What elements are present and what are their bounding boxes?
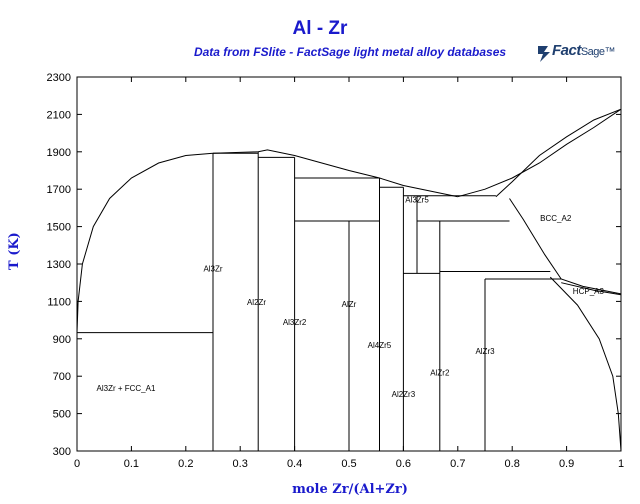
x-axis-label: mole Zr/(Al+Zr) — [292, 482, 408, 497]
y-tick-label: 500 — [53, 409, 71, 421]
logo-name: Fact — [552, 42, 581, 59]
y-tick-label: 1700 — [47, 184, 71, 196]
phase-label: AlZr — [342, 300, 357, 309]
y-axis-label: T (K) — [7, 232, 22, 270]
factsage-logo: FactSage™ — [536, 40, 640, 74]
phase-boundary-6 — [549, 276, 622, 452]
phase-label: HCP_A3 — [573, 287, 605, 296]
y-tick-label: 1300 — [47, 259, 71, 271]
chart-subtitle: Data from FSlite - FactSage light metal … — [193, 45, 507, 59]
x-tick-label: 0.3 — [233, 458, 248, 470]
x-tick-label: 0.7 — [450, 458, 465, 470]
phase-boundary-0 — [76, 152, 214, 333]
y-tick-label: 900 — [53, 334, 71, 346]
phase-label: AlZr2 — [430, 368, 450, 377]
chart-title: Al - Zr — [292, 18, 348, 39]
x-tick-label: 0 — [74, 458, 80, 470]
y-tick-label: 1500 — [47, 222, 71, 234]
y-tick-label: 1100 — [47, 296, 71, 308]
phase-boundary-1 — [212, 149, 458, 198]
x-tick-label: 0.4 — [287, 458, 302, 470]
x-tick-label: 1 — [618, 458, 624, 470]
phase-boundary-2 — [457, 108, 622, 198]
phase-label: AlZr3 — [475, 347, 495, 356]
y-tick-label: 2300 — [47, 72, 71, 84]
phase-boundary-5 — [561, 282, 622, 296]
logo-suffix: Sage — [580, 46, 605, 58]
phase-label: Al2Zr3 — [392, 390, 416, 399]
y-tick-label: 300 — [53, 446, 71, 458]
x-tick-label: 0.2 — [178, 458, 193, 470]
y-tick-label: 2100 — [47, 109, 71, 121]
y-tick-label: 1900 — [47, 147, 71, 159]
phase-boundary-3 — [495, 108, 622, 198]
phase-label: Al3Zr + FCC_A1 — [97, 384, 156, 393]
phase-boundary-4 — [509, 198, 622, 295]
x-tick-label: 0.8 — [505, 458, 520, 470]
phase-label: BCC_A2 — [540, 214, 572, 223]
phase-label: Al3Zr2 — [283, 318, 307, 327]
phase-label: Al4Zr5 — [368, 341, 392, 350]
x-tick-label: 0.1 — [124, 458, 139, 470]
factsage-logo-text: FactSage™ — [552, 42, 616, 59]
logo-mark-symbol: ™ — [604, 46, 616, 58]
phase-label: Al3Zr5 — [405, 195, 429, 204]
phase-label: Al3Zr — [203, 264, 222, 273]
x-tick-label: 0.9 — [559, 458, 574, 470]
y-tick-label: 700 — [53, 371, 71, 383]
phase-label: Al2Zr — [247, 298, 266, 307]
x-tick-label: 0.5 — [341, 458, 356, 470]
x-tick-label: 0.6 — [396, 458, 411, 470]
factsage-logo-icon — [538, 46, 550, 62]
